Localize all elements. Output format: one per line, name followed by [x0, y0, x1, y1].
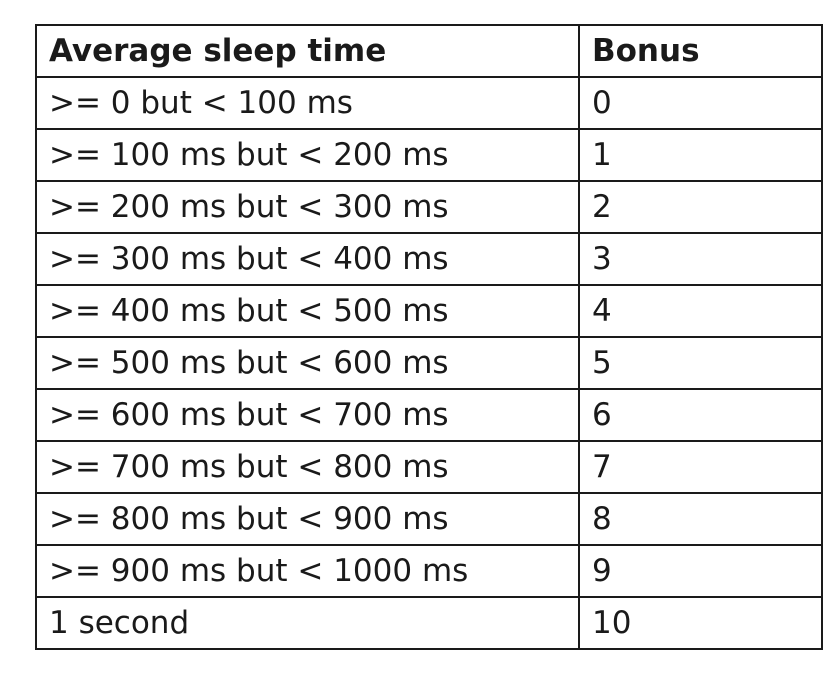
table-row: >= 900 ms but < 1000 ms 9: [35, 544, 823, 598]
sleep-range-cell: >= 100 ms but < 200 ms: [35, 128, 580, 182]
bonus-cell: 1: [578, 128, 823, 182]
sleep-range-cell: >= 300 ms but < 400 ms: [35, 232, 580, 286]
table-row: >= 400 ms but < 500 ms 4: [35, 284, 823, 338]
table-row: >= 100 ms but < 200 ms 1: [35, 128, 823, 182]
sleep-range-cell: >= 200 ms but < 300 ms: [35, 180, 580, 234]
table-body: >= 0 but < 100 ms 0 >= 100 ms but < 200 …: [35, 76, 823, 650]
sleep-range-cell: >= 700 ms but < 800 ms: [35, 440, 580, 494]
table-row: >= 500 ms but < 600 ms 5: [35, 336, 823, 390]
table-row: >= 600 ms but < 700 ms 6: [35, 388, 823, 442]
table-row: >= 0 but < 100 ms 0: [35, 76, 823, 130]
table-row: >= 800 ms but < 900 ms 8: [35, 492, 823, 546]
sleep-range-cell: >= 500 ms but < 600 ms: [35, 336, 580, 390]
bonus-cell: 10: [578, 596, 823, 650]
sleep-range-cell: 1 second: [35, 596, 580, 650]
header-bonus: Bonus: [578, 24, 823, 78]
table-row: >= 200 ms but < 300 ms 2: [35, 180, 823, 234]
bonus-cell: 8: [578, 492, 823, 546]
table-row: >= 700 ms but < 800 ms 7: [35, 440, 823, 494]
table-row: 1 second 10: [35, 596, 823, 650]
header-row: Average sleep time Bonus: [35, 24, 823, 78]
table-header: Average sleep time Bonus: [35, 24, 823, 78]
sleep-range-cell: >= 0 but < 100 ms: [35, 76, 580, 130]
bonus-cell: 7: [578, 440, 823, 494]
bonus-cell: 6: [578, 388, 823, 442]
table-row: >= 300 ms but < 400 ms 3: [35, 232, 823, 286]
bonus-cell: 5: [578, 336, 823, 390]
bonus-cell: 4: [578, 284, 823, 338]
bonus-cell: 2: [578, 180, 823, 234]
sleep-bonus-table: Average sleep time Bonus >= 0 but < 100 …: [35, 24, 823, 650]
sleep-range-cell: >= 400 ms but < 500 ms: [35, 284, 580, 338]
sleep-range-cell: >= 800 ms but < 900 ms: [35, 492, 580, 546]
header-average-sleep-time: Average sleep time: [35, 24, 580, 78]
bonus-cell: 3: [578, 232, 823, 286]
sleep-range-cell: >= 900 ms but < 1000 ms: [35, 544, 580, 598]
bonus-cell: 0: [578, 76, 823, 130]
sleep-range-cell: >= 600 ms but < 700 ms: [35, 388, 580, 442]
bonus-cell: 9: [578, 544, 823, 598]
